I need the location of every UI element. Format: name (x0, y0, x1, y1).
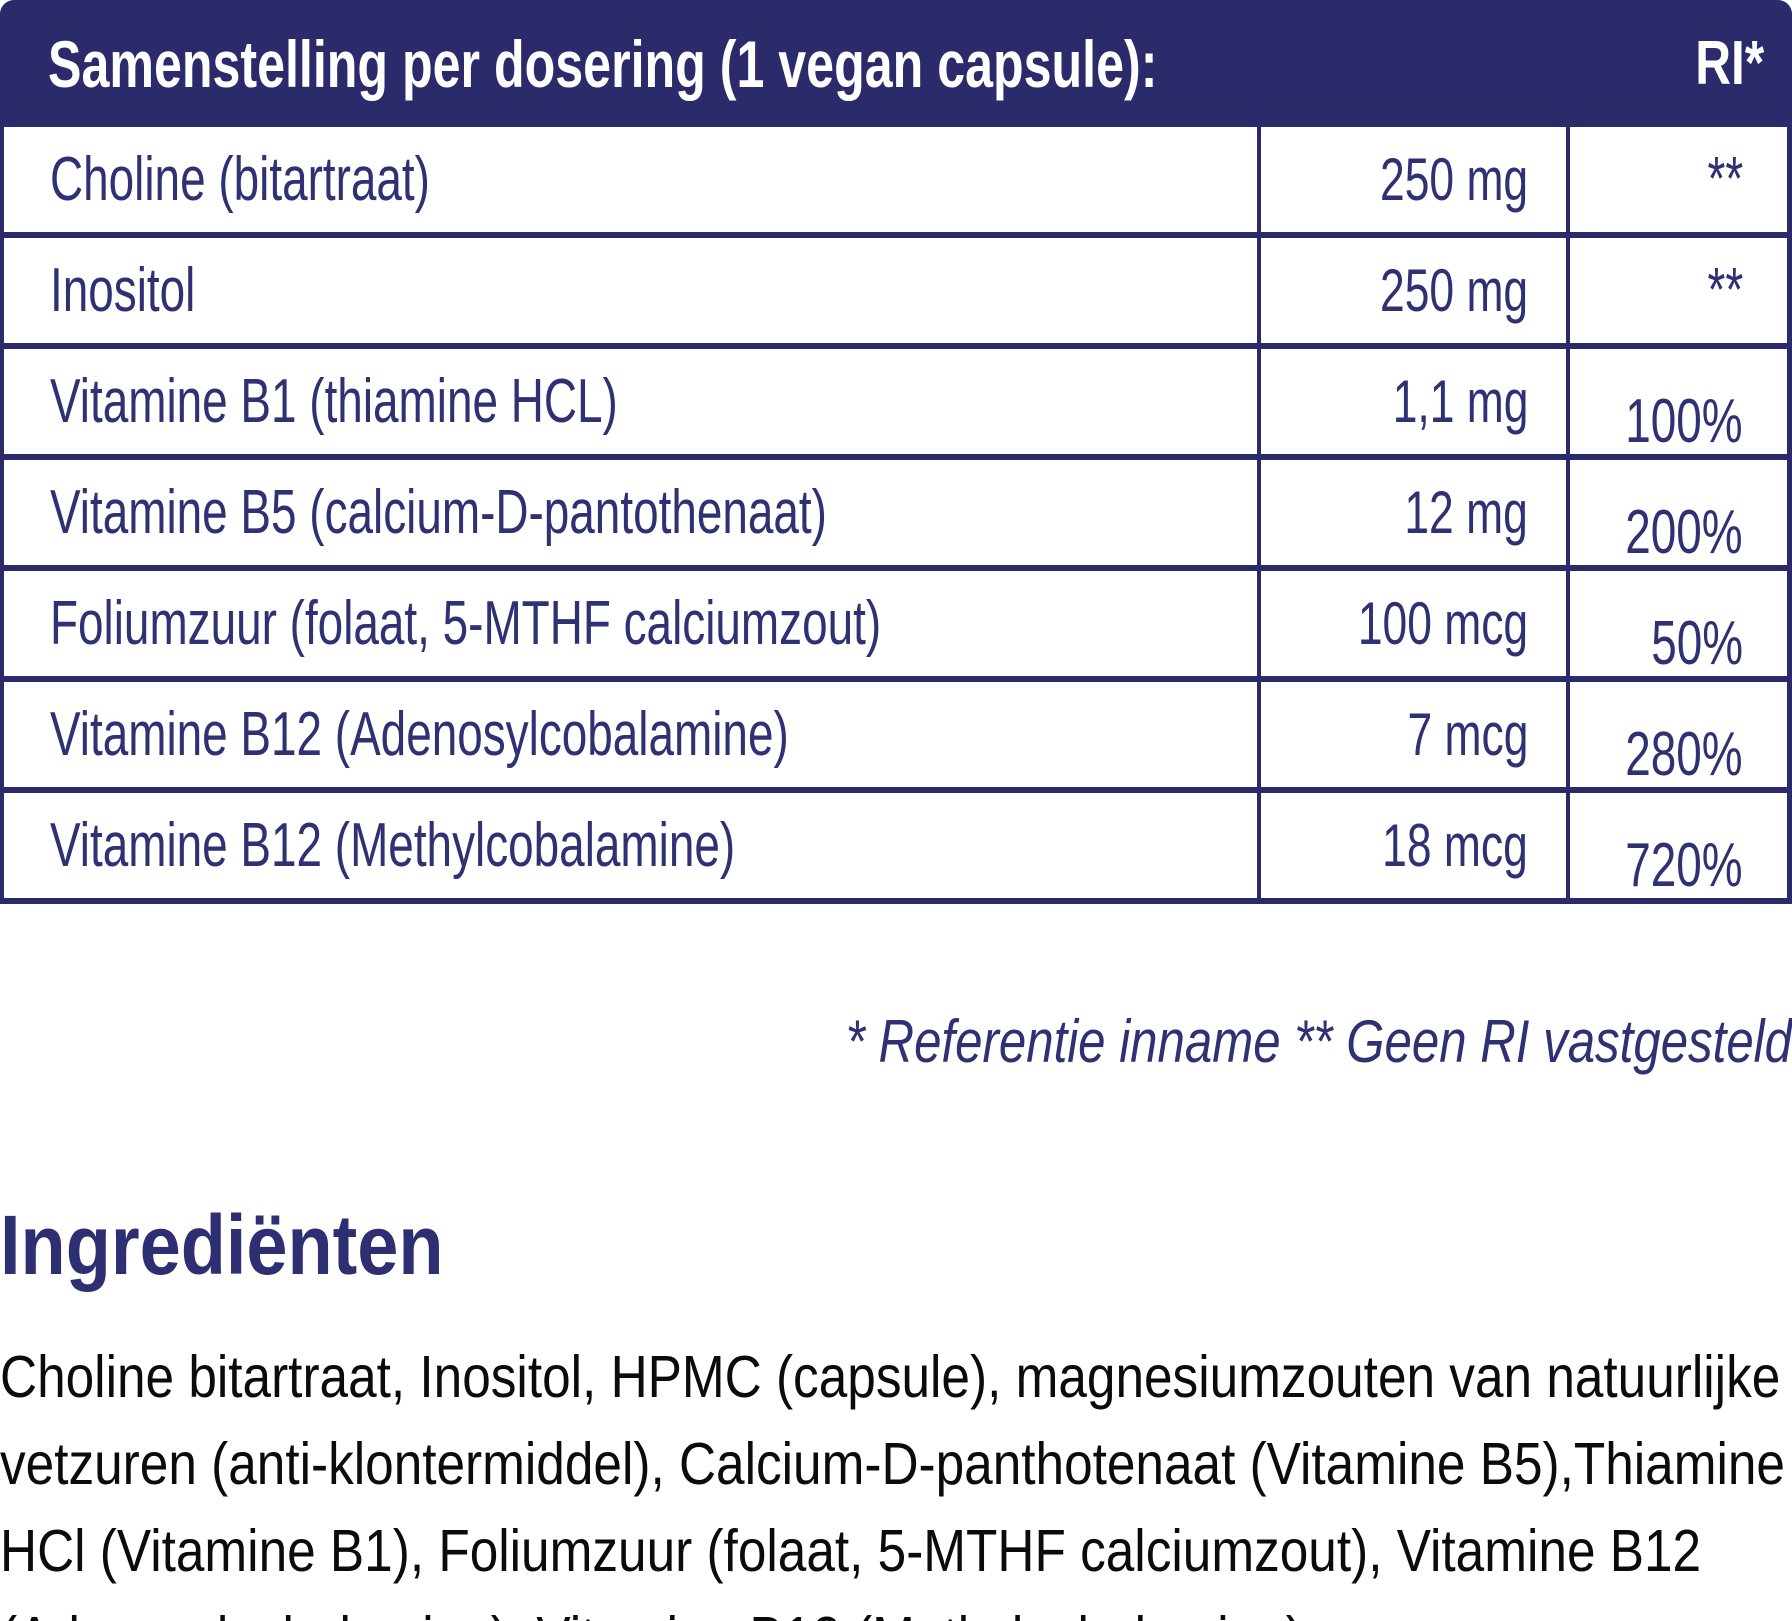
ingredient-amount-cell: 250 mg (1257, 238, 1566, 343)
ingredient-amount-cell: 100 mcg (1257, 571, 1566, 676)
reference-footnote-text: * Referentie inname ** Geen RI vastgeste… (845, 1008, 1792, 1075)
ingredient-ri-cell: 100% (1566, 349, 1787, 456)
ingredients-paragraph: Choline bitartraat, Inositol, HPMC (caps… (0, 1344, 1785, 1621)
ingredient-name-cell: Vitamine B1 (thiamine HCL) (4, 349, 1257, 454)
ingredient-ri-value: 50% (1651, 609, 1743, 678)
ingredient-name: Choline (bitartraat) (50, 145, 430, 214)
ingredient-ri-value: 280% (1625, 720, 1743, 789)
ingredient-name-cell: Choline (bitartraat) (4, 127, 1257, 232)
table-row: Inositol 250 mg ** (4, 238, 1787, 349)
ingredient-ri-value: ** (1707, 256, 1743, 325)
ingredient-name: Vitamine B12 (Methylcobalamine) (50, 811, 736, 880)
ingredient-amount: 7 mcg (1407, 701, 1528, 768)
ingredient-ri-value: 720% (1625, 831, 1743, 900)
ingredient-ri-cell: 50% (1566, 571, 1787, 678)
ingredient-amount-cell: 250 mg (1257, 127, 1566, 232)
ingredient-name: Vitamine B1 (thiamine HCL) (50, 367, 618, 436)
ingredient-amount: 100 mcg (1357, 590, 1528, 657)
ingredients-heading: Ingrediënten (0, 1197, 1792, 1294)
ingredient-name-cell: Inositol (4, 238, 1257, 343)
ingredient-name: Foliumzuur (folaat, 5-MTHF calciumzout) (50, 589, 882, 658)
table-row: Vitamine B12 (Adenosylcobalamine) 7 mcg … (4, 682, 1787, 793)
ingredient-ri-cell: 280% (1566, 682, 1787, 789)
ingredient-ri-cell: 200% (1566, 460, 1787, 567)
ri-column-header: RI* (1695, 29, 1764, 98)
table-row: Vitamine B1 (thiamine HCL) 1,1 mg 100% (4, 349, 1787, 460)
ingredient-name-cell: Vitamine B5 (calcium-D-pantothenaat) (4, 460, 1257, 565)
ingredient-ri-cell: ** (1566, 127, 1787, 232)
ingredient-name: Vitamine B5 (calcium-D-pantothenaat) (50, 478, 827, 547)
ingredient-amount: 250 mg (1379, 257, 1528, 324)
composition-table: Choline (bitartraat) 250 mg ** Inositol … (0, 127, 1792, 904)
reference-footnote: * Referentie inname ** Geen RI vastgeste… (0, 938, 1792, 1145)
ingredient-amount: 18 mcg (1382, 812, 1528, 879)
ingredient-ri-value: 200% (1625, 498, 1743, 567)
ingredient-name-cell: Vitamine B12 (Adenosylcobalamine) (4, 682, 1257, 787)
table-title: Samenstelling per dosering (1 vegan caps… (48, 26, 1158, 101)
ingredient-amount-cell: 1,1 mg (1257, 349, 1566, 454)
ingredient-ri-cell: 720% (1566, 793, 1787, 900)
ingredient-name-cell: Vitamine B12 (Methylcobalamine) (4, 793, 1257, 898)
ingredient-name-cell: Foliumzuur (folaat, 5-MTHF calciumzout) (4, 571, 1257, 676)
table-header-band: Samenstelling per dosering (1 vegan caps… (0, 0, 1792, 127)
ingredient-name: Vitamine B12 (Adenosylcobalamine) (50, 700, 789, 769)
table-row: Foliumzuur (folaat, 5-MTHF calciumzout) … (4, 571, 1787, 682)
table-row: Vitamine B12 (Methylcobalamine) 18 mcg 7… (4, 793, 1787, 904)
ingredient-name: Inositol (50, 256, 196, 325)
ingredient-amount-cell: 18 mcg (1257, 793, 1566, 898)
ingredient-ri-cell: ** (1566, 238, 1787, 343)
ingredient-amount: 250 mg (1379, 146, 1528, 213)
ingredient-amount-cell: 7 mcg (1257, 682, 1566, 787)
table-row: Vitamine B5 (calcium-D-pantothenaat) 12 … (4, 460, 1787, 571)
ingredient-amount-cell: 12 mg (1257, 460, 1566, 565)
ingredient-ri-value: ** (1707, 145, 1743, 214)
ingredient-amount: 1,1 mg (1392, 368, 1528, 435)
ingredient-ri-value: 100% (1625, 387, 1743, 456)
ingredients-heading-text: Ingrediënten (0, 1198, 444, 1292)
ingredient-amount: 12 mg (1404, 479, 1528, 546)
table-row: Choline (bitartraat) 250 mg ** (4, 127, 1787, 238)
